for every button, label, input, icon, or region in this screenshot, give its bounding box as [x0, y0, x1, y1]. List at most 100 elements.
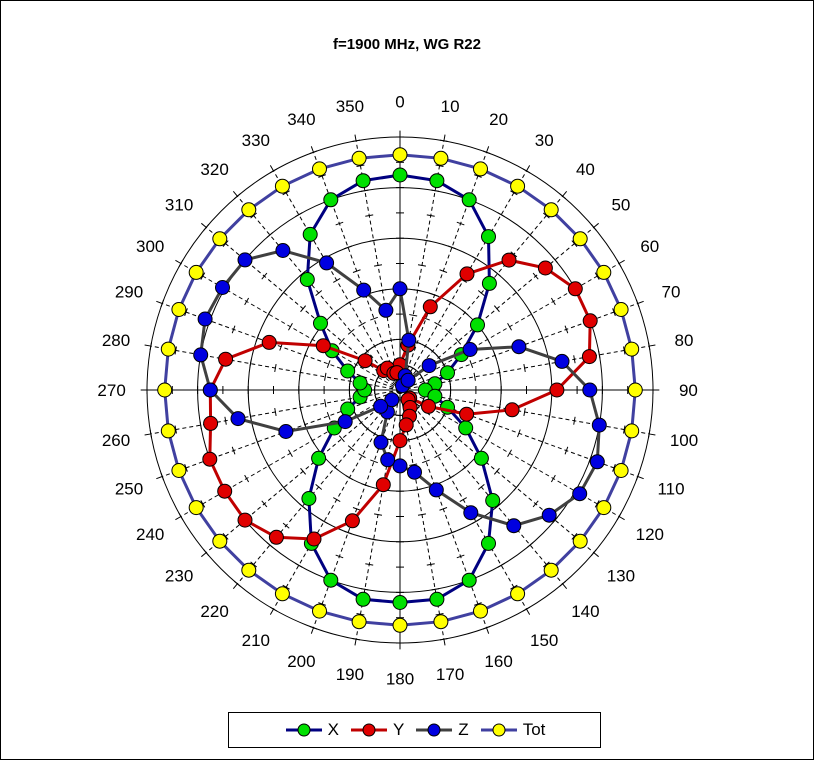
angle-label-160: 160	[484, 652, 512, 671]
grid-outer-tick	[649, 433, 656, 436]
data-point-y	[582, 313, 598, 329]
angle-label-330: 330	[242, 131, 270, 150]
grid-outer-tick	[269, 165, 274, 172]
data-point-y	[375, 477, 391, 493]
legend-item-z: Z	[414, 720, 469, 740]
grid-tick	[309, 335, 315, 344]
grid-tick	[295, 212, 303, 218]
angle-label-170: 170	[436, 665, 464, 684]
data-point-tot	[274, 586, 290, 602]
legend-label: X	[327, 720, 339, 739]
grid-tick	[199, 421, 202, 430]
series-z	[193, 243, 607, 534]
angle-label-120: 120	[636, 525, 664, 544]
data-point-x	[355, 591, 371, 607]
grid-tick	[417, 513, 426, 516]
data-point-tot	[596, 500, 612, 516]
grid-outer-tick	[269, 608, 274, 615]
data-point-x	[481, 229, 496, 245]
grid-tick	[409, 314, 418, 317]
grid-tick	[282, 522, 290, 529]
data-point-tot	[510, 178, 526, 194]
grid-tick	[497, 212, 505, 218]
grid-tick	[552, 516, 559, 524]
data-point-z	[378, 302, 394, 318]
grid-outer-tick	[156, 476, 163, 480]
data-point-tot	[392, 147, 408, 163]
grid-tick	[282, 190, 290, 196]
grid-tick	[200, 500, 206, 508]
grid-tick	[315, 290, 323, 297]
grid-tick	[326, 360, 331, 368]
grid-tick	[200, 272, 206, 280]
grid-tick	[318, 174, 327, 178]
grid-tick	[352, 269, 361, 273]
grid-tick	[333, 278, 341, 283]
data-point-tot	[624, 423, 640, 439]
grid-tick	[426, 563, 435, 566]
angle-label-300: 300	[136, 237, 164, 256]
grid-tick	[274, 407, 277, 416]
grid-tick	[358, 419, 365, 426]
grid-tick	[635, 299, 640, 308]
data-point-y	[306, 531, 322, 547]
angle-label-30: 30	[535, 131, 554, 150]
grid-tick	[369, 239, 378, 242]
data-point-z	[421, 358, 437, 374]
grid-tick	[510, 251, 518, 258]
grid-tick	[469, 360, 474, 368]
grid-tick	[335, 221, 344, 226]
angle-label-80: 80	[675, 331, 694, 350]
grid-tick	[447, 530, 456, 535]
data-point-tot	[188, 500, 204, 516]
grid-outer-tick	[443, 134, 446, 141]
data-point-z	[407, 464, 422, 480]
data-point-z	[511, 339, 527, 355]
data-point-tot	[624, 341, 640, 357]
data-point-tot	[596, 264, 612, 280]
grid-tick	[623, 346, 626, 355]
data-point-z	[582, 382, 598, 398]
grid-tick	[455, 337, 462, 345]
grid-tick	[364, 425, 371, 432]
data-point-z	[572, 486, 588, 502]
grid-outer-tick	[649, 344, 656, 347]
grid-tick	[352, 507, 361, 511]
grid-tick	[635, 472, 640, 481]
data-point-x	[429, 173, 445, 189]
data-point-tot	[433, 150, 449, 166]
data-point-tot	[274, 178, 290, 194]
grid-tick	[571, 532, 578, 540]
grid-tick	[300, 467, 307, 475]
data-point-z	[591, 417, 607, 433]
grid-tick	[233, 580, 241, 587]
grid-tick	[573, 355, 576, 364]
data-point-tot	[188, 264, 204, 280]
grid-tick	[378, 289, 387, 292]
data-point-z	[356, 282, 372, 298]
grid-tick	[494, 270, 501, 277]
grid-tick	[456, 221, 465, 226]
data-point-tot	[510, 586, 526, 602]
data-point-z	[384, 392, 400, 408]
grid-outer-tick	[593, 222, 599, 228]
angle-label-260: 260	[102, 431, 130, 450]
data-point-x	[461, 572, 477, 588]
grid-outer-tick	[486, 627, 490, 634]
grid-tick	[378, 340, 387, 345]
grid-tick	[623, 425, 626, 434]
grid-tick	[472, 256, 480, 261]
data-point-z	[401, 332, 417, 348]
grid-outer-tick	[310, 146, 314, 153]
grid-tick	[356, 613, 365, 616]
grid-outer-tick	[144, 433, 151, 436]
data-point-y	[398, 417, 414, 433]
data-point-y	[422, 299, 438, 315]
data-point-x	[473, 450, 489, 466]
data-point-x	[481, 275, 497, 291]
grid-tick	[473, 372, 476, 381]
grid-tick	[477, 290, 485, 297]
data-point-x	[340, 363, 356, 379]
grid-tick	[510, 190, 518, 196]
data-point-tot	[543, 202, 559, 218]
